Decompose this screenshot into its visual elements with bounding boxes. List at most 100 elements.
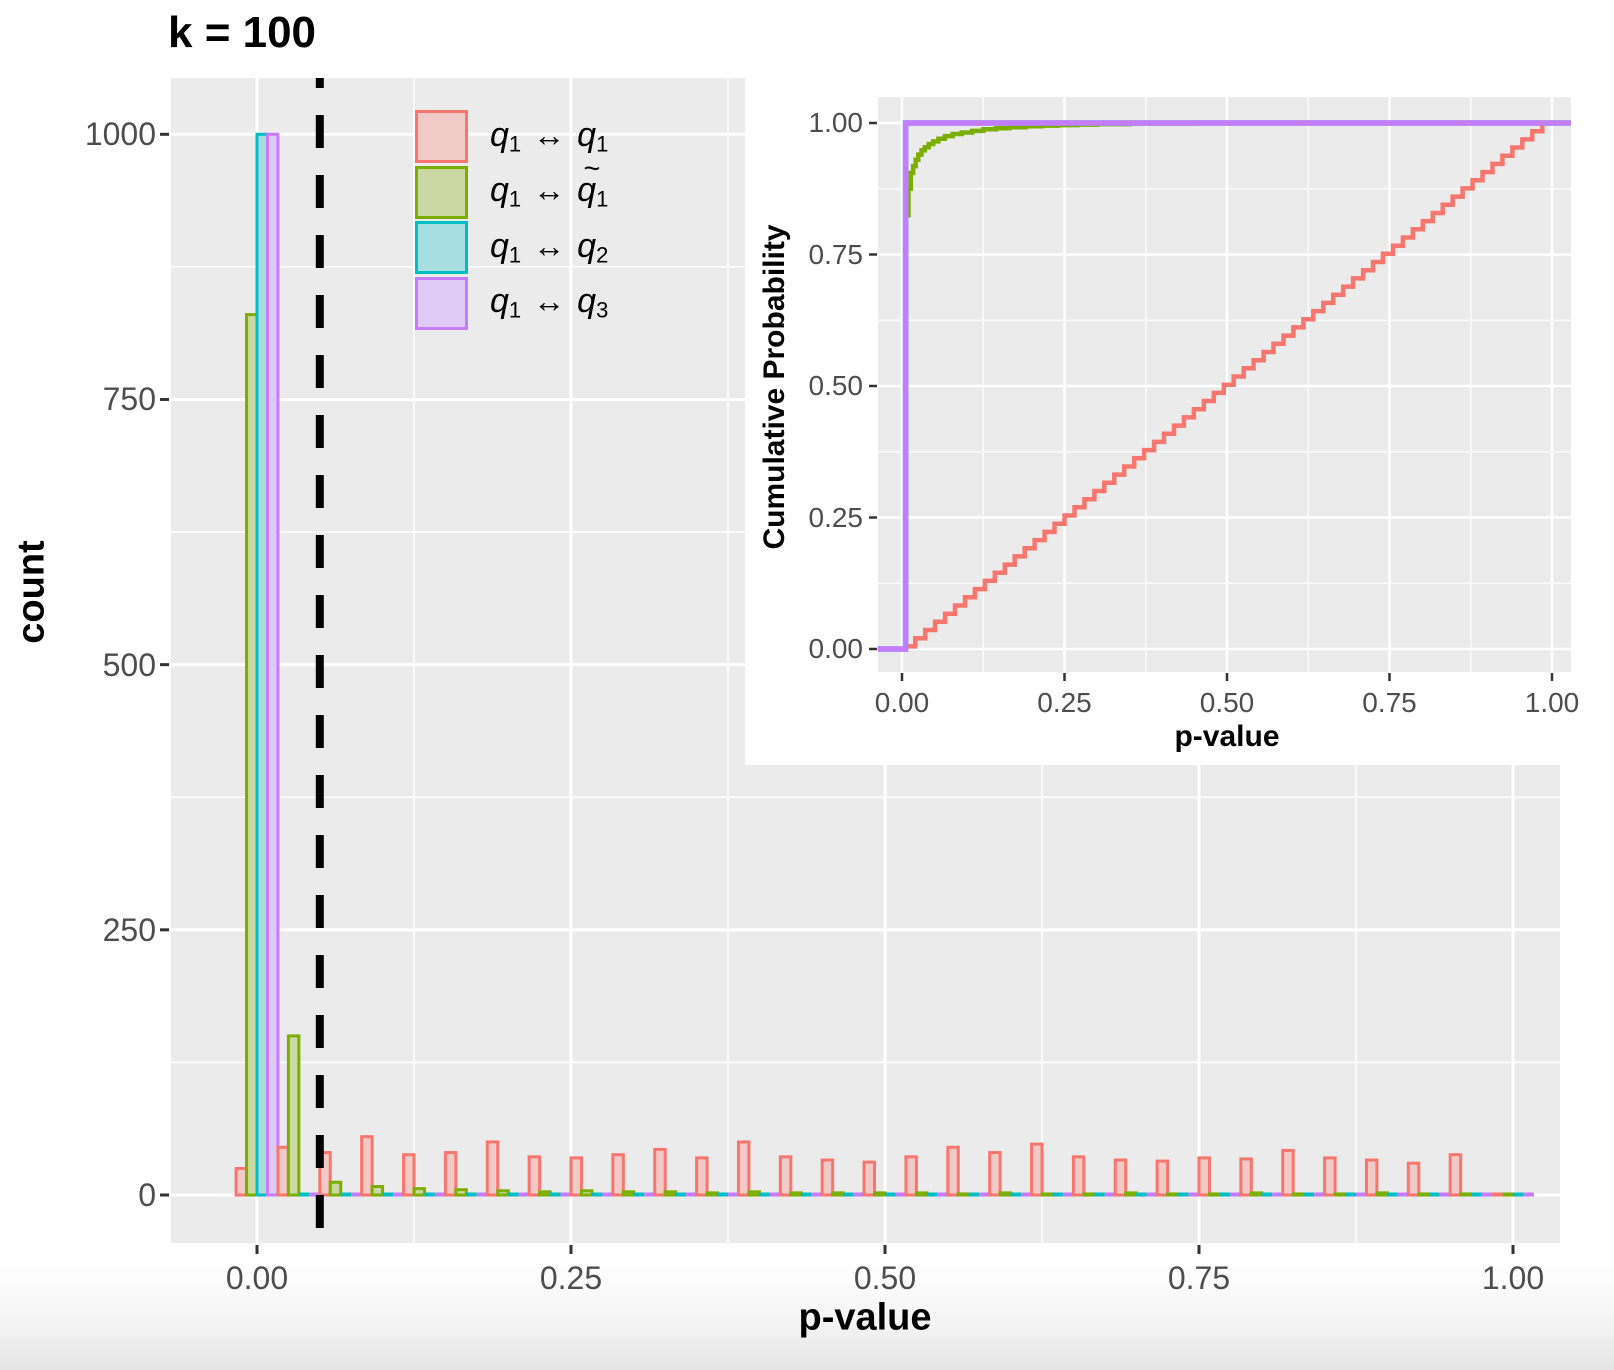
histogram-bar-red [904,1155,918,1197]
histogram-bar-green [454,1188,468,1197]
legend-label-part: 1 [508,131,522,157]
histogram-bar-red [1113,1158,1128,1197]
legend-label-part: q [490,226,509,265]
histogram-bar-red [778,1155,793,1197]
inset-y-tick-label: 0.75 [808,238,864,270]
histogram-bar-red [736,1140,751,1197]
legend-label-part: q [577,282,597,321]
histogram-bar-green [998,1191,1013,1197]
x-tick-label: 0.25 [539,1260,603,1296]
histogram-bar-green [956,1192,971,1197]
histogram-bar-red [1239,1157,1253,1197]
legend-label-part: q [577,115,597,154]
histogram-bar-red [1071,1155,1086,1197]
inset-x-axis-title: p-value [1174,720,1280,753]
histogram-bar-green [621,1190,636,1197]
legend-label-part: q ~ [577,153,600,210]
y-tick-label: 750 [102,381,156,418]
histogram-bar-red [527,1155,542,1197]
histogram-bar-red [569,1156,583,1197]
histogram-bar-green [705,1191,720,1197]
legend-item-q1-q2: q1 ↔ q2 [415,221,608,274]
histogram-bar-green [412,1187,426,1197]
histogram-bar-red [402,1153,416,1197]
ecdf-line-red [905,120,1552,649]
histogram-bar-red [1281,1148,1295,1197]
histogram-bar-teal [255,132,269,1197]
legend-label-part: q [577,226,597,265]
y-tick-label: 0 [138,1177,156,1213]
histogram-bar-green [1124,1191,1138,1197]
inset-y-tick-label: 0.00 [808,633,864,664]
legend-item-q1-q3: q1 ↔ q3 [415,276,608,330]
histogram-bar-green [747,1190,761,1197]
histogram-bar-red [695,1156,709,1197]
legend-label-part: 1 [596,131,609,157]
histogram-bar-red [360,1135,374,1197]
histogram-bar-green [370,1185,385,1197]
histogram-bar-red [1323,1156,1337,1197]
legend-label-part: ~ [583,153,601,186]
inset-y-tick-label: 0.25 [808,501,864,533]
inset-x-tick-label: 0.50 [1199,687,1255,718]
inset-y-tick-label: 0.50 [808,370,864,401]
histogram-bar-red [653,1147,667,1197]
histogram-bar-red [1197,1156,1211,1197]
legend-label-part: 1 [508,297,522,323]
legend-key-teal-swatch [415,221,468,274]
histogram-bar-red [862,1160,877,1197]
histogram-bar-green [1459,1192,1473,1197]
histogram-bar-red [611,1153,625,1197]
histogram-bar-red [1364,1158,1379,1197]
histogram-bar-red [276,1145,290,1197]
legend-label-part: q [490,115,509,154]
legend-key-red-swatch [415,110,468,163]
histogram-bar-red [946,1145,960,1197]
legend-label: q1 ↔ q3 [490,282,608,324]
histogram-bar-green [1375,1191,1389,1197]
histogram-bar-green [1082,1192,1096,1197]
x-tick-label: 1.00 [1481,1260,1545,1296]
legend-label-part: 1 [508,186,522,212]
legend-label-part: q [577,171,597,210]
histogram-bar-green [831,1191,845,1197]
legend-key-purple-swatch [415,276,468,330]
histogram-bar-green [328,1180,343,1197]
histogram-bar-red [1406,1161,1421,1197]
histogram-bar-green [873,1191,887,1197]
histogram-bar-green [245,313,259,1197]
legend-label-part: q [490,171,509,210]
y-tick-label: 1000 [84,116,156,153]
inset-ecdf-canvas [869,97,1571,681]
legend-item-q1-q1tilde: q1 ↔ q ~1 [415,153,609,219]
inset-y-tick-label: 1.00 [808,107,864,138]
legend-label: q1 ↔ q ~1 [490,153,609,213]
legend-label-part: ↔ [533,116,566,153]
x-axis-title: p-value [798,1296,932,1339]
histogram-bar-red [988,1151,1002,1197]
inset-ecdf-plot: Cumulative Probability p-value 0.00 0.25 0… [745,75,1590,765]
x-tick-label: 0.00 [225,1260,289,1296]
histogram-bar-red [234,1166,249,1197]
histogram-bar-green [1417,1192,1431,1197]
histogram-bar-green [538,1190,552,1197]
legend-label-part: ↔ [533,283,566,320]
y-axis-title: count [10,540,53,644]
histogram-bar-red [318,1151,332,1197]
legend-label-part: 1 [596,186,609,212]
histogram-bar-red [1155,1159,1170,1197]
histogram-bar-red [1448,1153,1463,1197]
x-tick-label: 0.50 [853,1260,917,1296]
inset-x-tick-label: 0.25 [1037,687,1092,718]
inset-x-tick-label: 1.00 [1524,687,1580,718]
histogram-bar-green [286,1034,301,1197]
legend-label-part: ↔ [533,172,566,209]
legend-label: q1 ↔ q1 [490,116,608,158]
histogram-bar-green [914,1191,929,1197]
histogram-bar-red [820,1158,835,1197]
histogram-bar-red [485,1140,500,1197]
legend-label-part: 1 [508,242,522,268]
plot-title: k = 100 [168,8,317,57]
histogram-bar-green [579,1189,594,1197]
